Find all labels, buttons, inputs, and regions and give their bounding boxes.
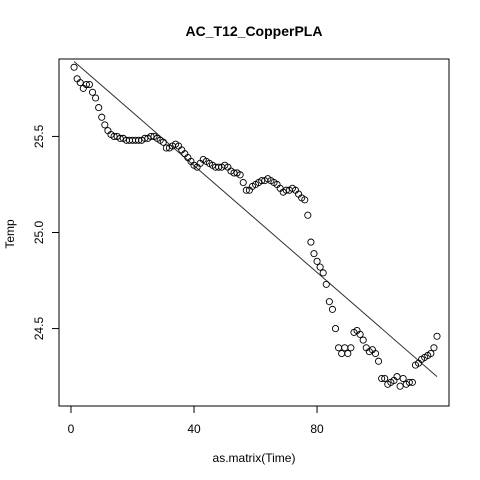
data-point [359,336,367,344]
plot-area [58,58,450,407]
data-point [335,344,343,352]
data-point [347,344,355,352]
data-point [76,79,84,87]
data-point [433,332,441,340]
data-point [88,88,97,96]
data-point [101,121,109,129]
data-point [230,169,238,177]
y-tick-label: 25.0 [32,220,46,244]
data-point [141,134,149,142]
data-point [430,344,438,352]
data-point [98,113,106,121]
data-point [304,211,312,219]
data-point [82,81,90,89]
data-point [147,132,155,140]
data-point [282,186,290,194]
data-point [331,325,340,333]
y-tick-label: 24.5 [32,317,46,341]
data-point [162,144,170,152]
data-point [135,136,143,144]
data-point [408,378,416,386]
data-point [381,374,389,383]
data-point [341,344,349,352]
data-point [116,134,124,142]
x-tick-label: 40 [187,422,201,436]
data-point [159,138,167,146]
data-point [242,186,250,194]
y-tick-label: 25.5 [32,124,46,148]
data-point [236,171,244,179]
data-point [427,349,435,358]
data-point [371,349,380,358]
x-tick-label: 80 [310,422,324,436]
data-point [322,280,330,288]
data-point [310,250,318,258]
data-point [215,163,223,171]
data-point [319,269,327,277]
data-point [301,196,309,204]
data-point [378,374,386,383]
x-tick-label: 0 [68,422,75,436]
data-point [399,374,407,383]
x-axis: 0 40 80 [68,405,324,436]
data-point [393,373,401,381]
data-point [344,349,352,358]
data-point [92,94,100,102]
trend-line [73,61,438,377]
data-point [313,257,321,265]
chart-title: AC_T12_CopperPLA [186,23,323,39]
data-point [356,330,364,338]
data-point [70,63,78,71]
data-point [85,81,93,89]
data-point [258,177,266,185]
data-points [70,63,441,390]
data-point [396,382,404,390]
data-point [239,178,247,187]
data-point [338,349,346,358]
data-point [375,357,383,365]
data-point [325,298,333,306]
data-point [316,263,324,271]
data-point [328,305,336,313]
data-point [405,378,413,386]
y-axis-title: Temp [3,219,17,249]
data-point [307,238,315,246]
data-point [110,132,118,140]
x-axis-title: as.matrix(Time) [213,451,296,465]
data-point [95,104,103,112]
y-axis: 24.5 25.0 25.5 [32,124,60,341]
